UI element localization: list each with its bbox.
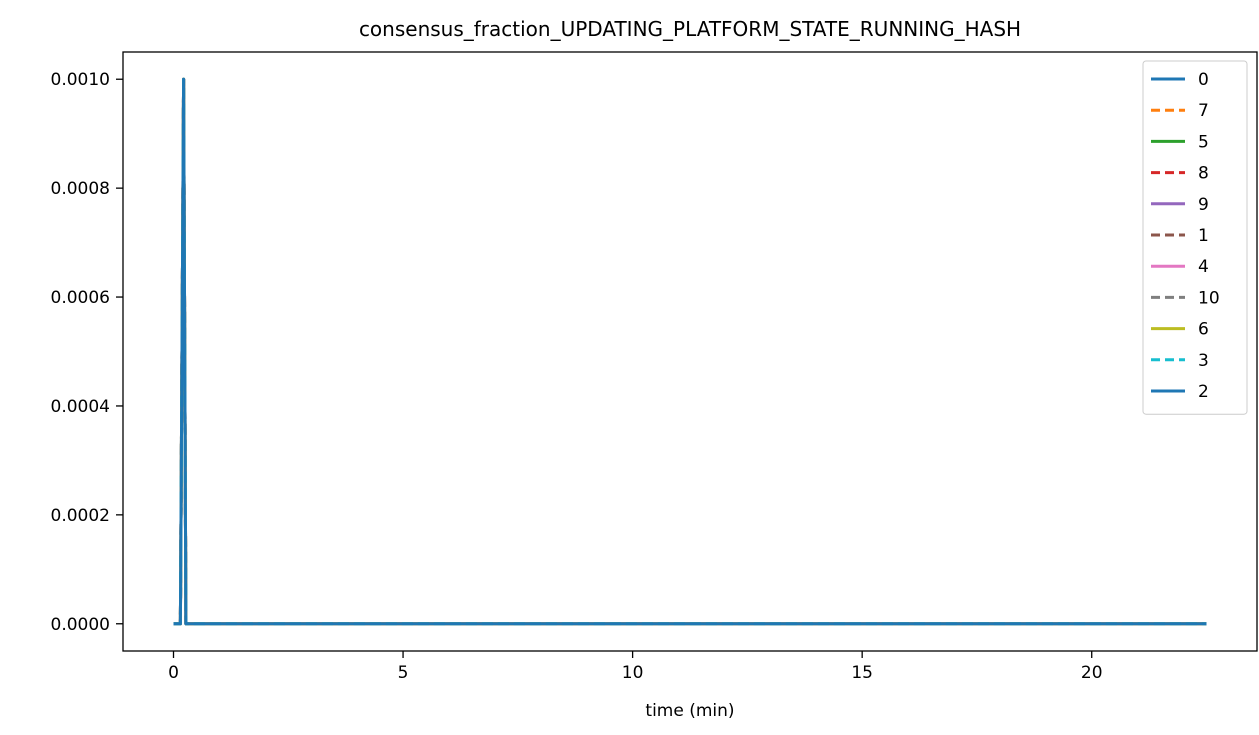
x-tick-label: 20 xyxy=(1081,663,1103,683)
y-tick-label: 0.0000 xyxy=(51,615,110,635)
legend-label-1: 1 xyxy=(1198,226,1209,246)
y-tick-label: 0.0008 xyxy=(51,179,110,199)
plot-lines xyxy=(173,77,1207,626)
x-tick-label: 0 xyxy=(168,663,179,683)
legend-label-6: 6 xyxy=(1198,320,1209,340)
x-tick-label: 10 xyxy=(622,663,644,683)
x-tick-label: 5 xyxy=(398,663,409,683)
y-tick-label: 0.0010 xyxy=(51,70,110,90)
x-tick-label: 15 xyxy=(851,663,873,683)
x-axis: 0 5 10 15 20 xyxy=(168,651,1103,683)
legend-label-0: 0 xyxy=(1198,70,1209,90)
x-axis-label: time (min) xyxy=(645,701,734,721)
plot-frame xyxy=(122,51,1258,652)
legend-label-2: 2 xyxy=(1198,382,1209,402)
y-tick-label: 0.0004 xyxy=(51,397,110,417)
series-line-2 xyxy=(173,77,1207,626)
y-axis: 0.0000 0.0002 0.0004 0.0006 0.0008 0.0010 xyxy=(51,70,123,635)
legend-label-5: 5 xyxy=(1198,132,1209,152)
y-tick-label: 0.0006 xyxy=(51,288,110,308)
legend-label-4: 4 xyxy=(1198,257,1209,277)
legend-label-7: 7 xyxy=(1198,101,1209,121)
chart-title: consensus_fraction_UPDATING_PLATFORM_STA… xyxy=(359,17,1021,41)
y-tick-label: 0.0002 xyxy=(51,506,110,526)
legend-box xyxy=(1142,60,1248,415)
legend-label-10: 10 xyxy=(1198,288,1220,308)
legend-label-8: 8 xyxy=(1198,164,1209,184)
legend-label-3: 3 xyxy=(1198,351,1209,371)
legend-label-9: 9 xyxy=(1198,195,1209,215)
